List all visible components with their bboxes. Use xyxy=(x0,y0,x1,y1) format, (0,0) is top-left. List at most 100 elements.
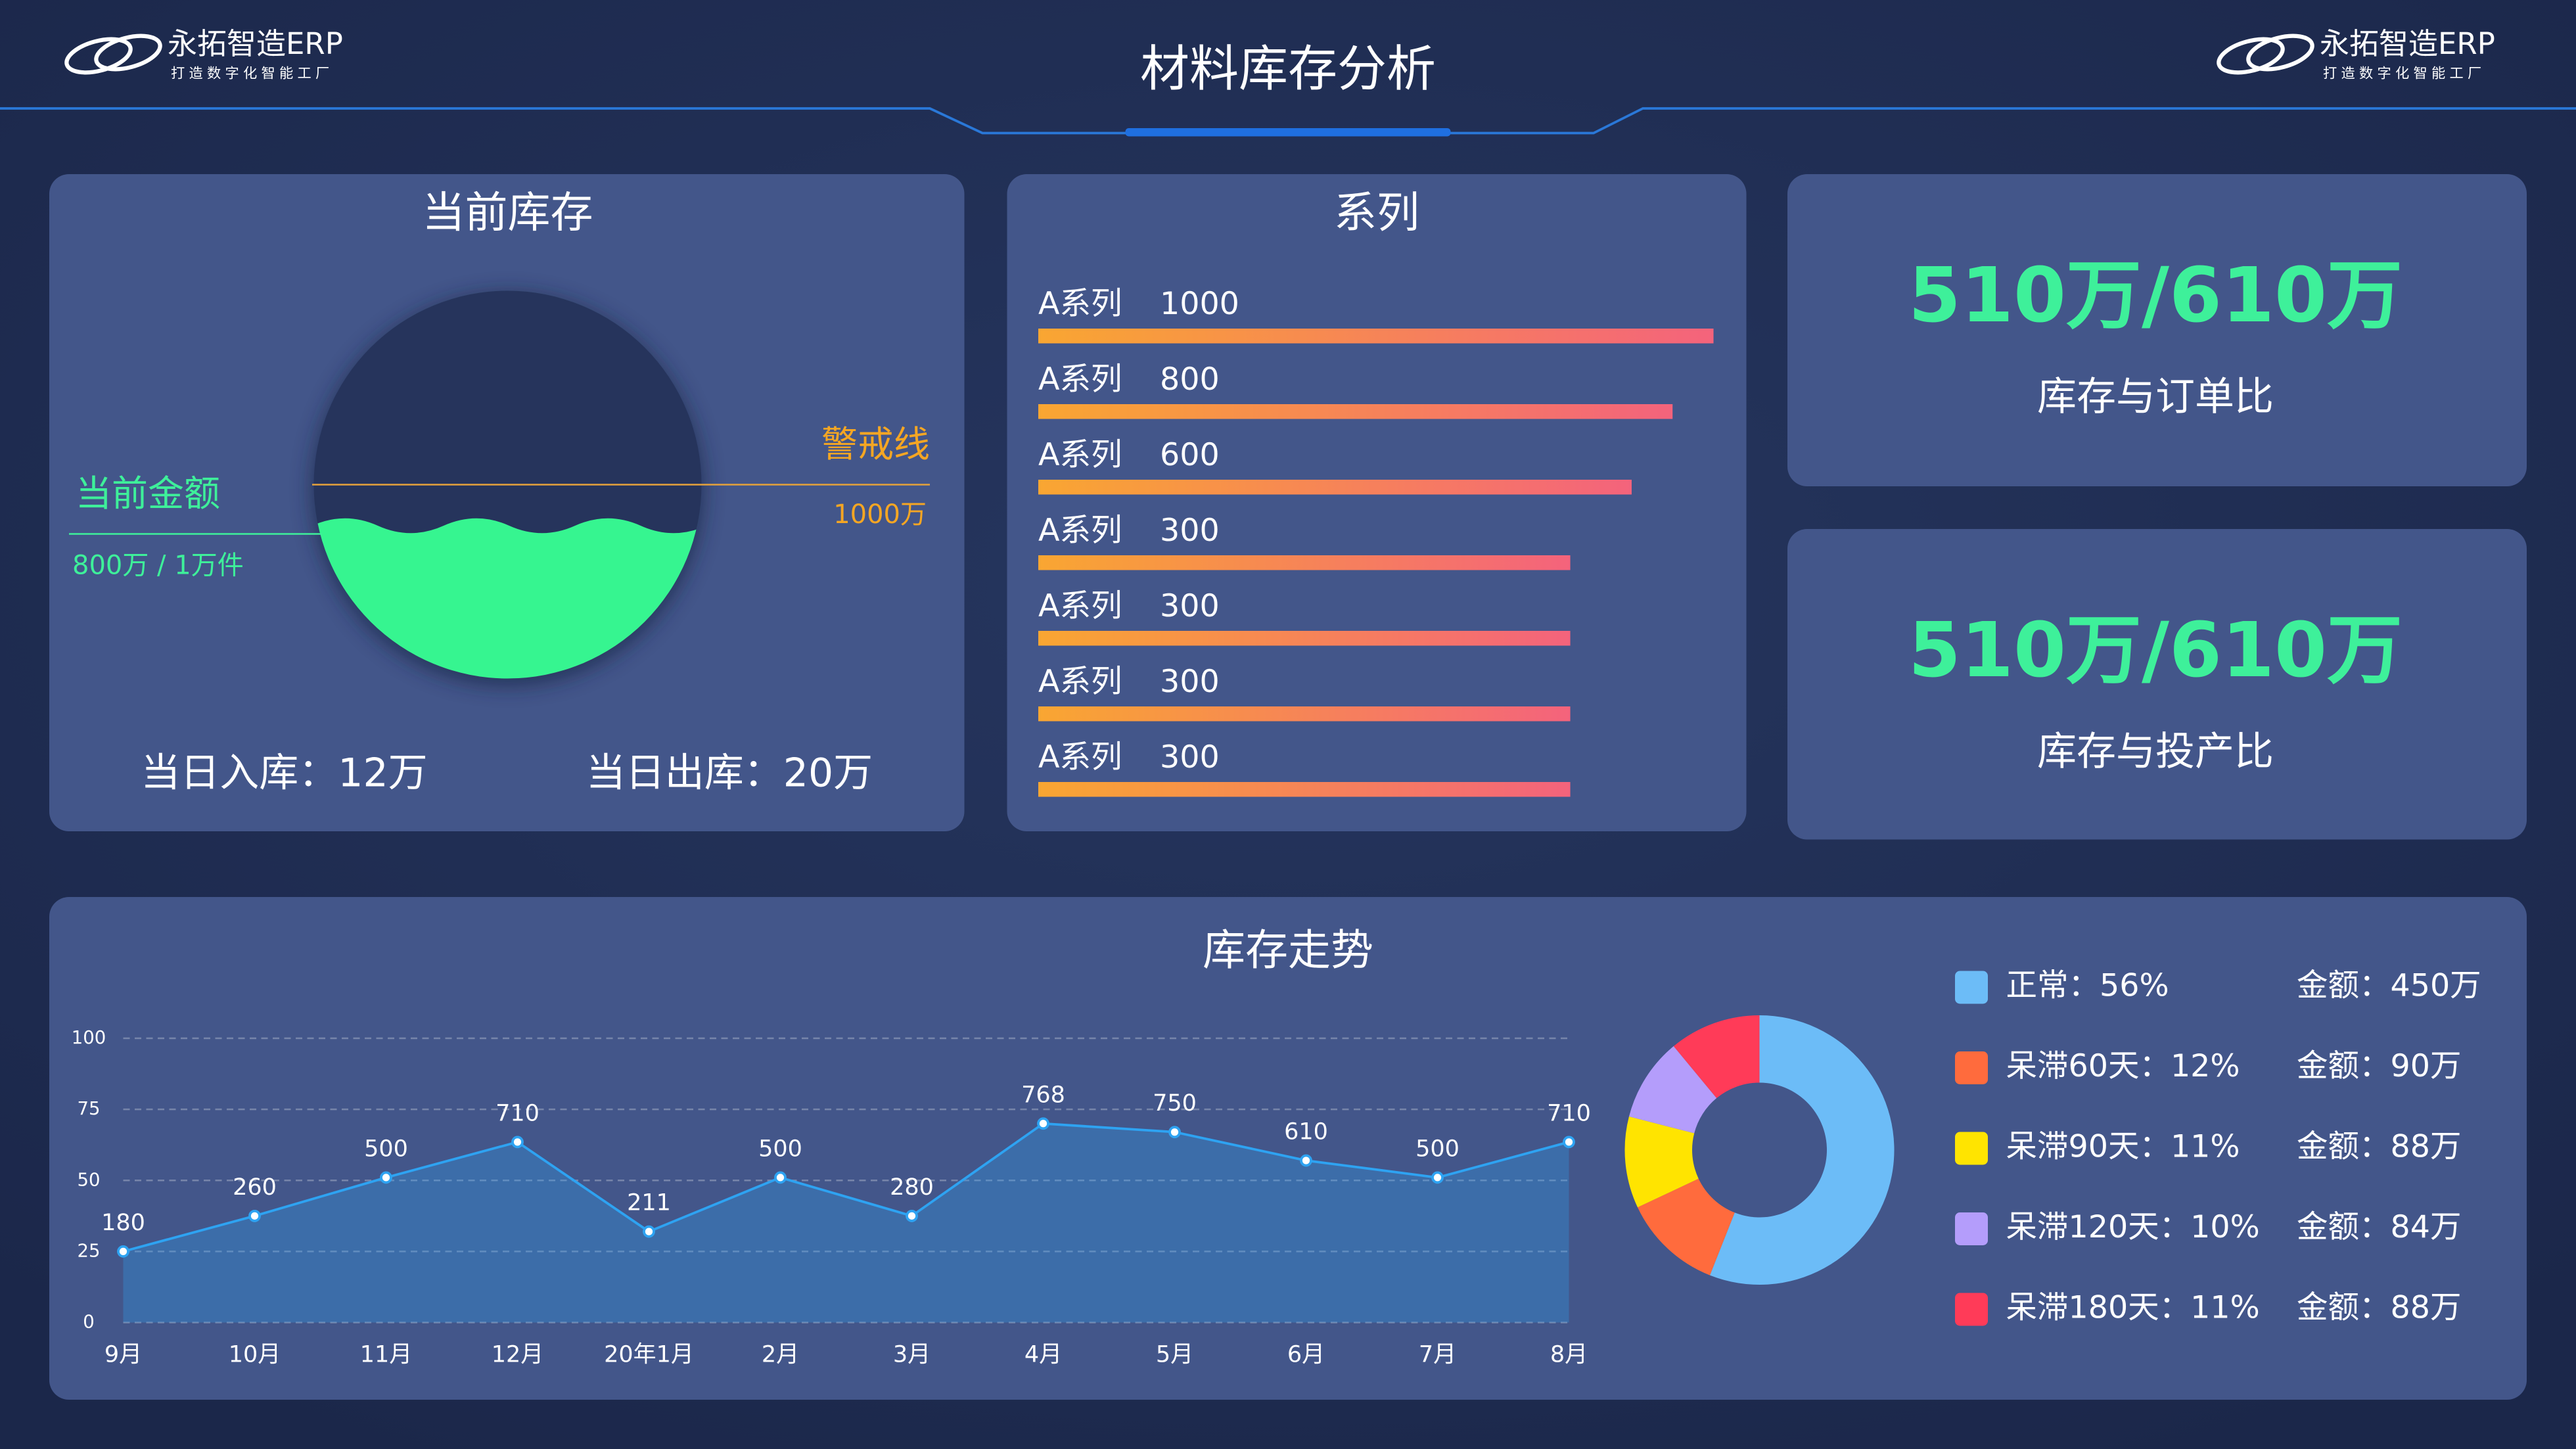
ratio-value: 510万/610万 xyxy=(1908,607,2403,695)
point-label: 280 xyxy=(890,1174,934,1201)
legend-amount: 金额：88万 xyxy=(2297,1290,2461,1326)
x-tick-label: 3月 xyxy=(893,1342,931,1368)
page-title: 材料库存分析 xyxy=(1140,40,1436,98)
x-tick-label: 10月 xyxy=(229,1342,281,1368)
logo-left: 永拓智造ERP 打造数字化智能工厂 xyxy=(64,26,343,82)
point xyxy=(906,1209,918,1222)
x-tick-label: 8月 xyxy=(1550,1342,1588,1368)
bar-category: A系列 xyxy=(1038,513,1122,549)
point-label: 500 xyxy=(758,1136,802,1162)
bar-value: 300 xyxy=(1160,664,1220,700)
legend-label: 呆滞120天：10% xyxy=(2006,1209,2260,1245)
warning-value: 1000万 xyxy=(833,499,927,530)
x-tick-label: 5月 xyxy=(1156,1342,1193,1368)
bar xyxy=(1038,555,1571,570)
point xyxy=(1563,1136,1575,1149)
amount-value: 800万 / 1万件 xyxy=(72,551,244,581)
point-label: 180 xyxy=(101,1210,145,1236)
legend-label: 呆滞90天：11% xyxy=(2006,1129,2240,1165)
legend-swatch xyxy=(1955,1132,1988,1165)
bar-value: 800 xyxy=(1160,361,1220,398)
point xyxy=(1168,1126,1181,1139)
point xyxy=(380,1171,392,1184)
legend-swatch xyxy=(1955,1212,1988,1245)
brand-slogan: 打造数字化智能工厂 xyxy=(2323,66,2486,82)
x-tick-label: 7月 xyxy=(1419,1342,1456,1368)
point xyxy=(1431,1171,1444,1184)
bar xyxy=(1038,480,1632,495)
ratio-value: 510万/610万 xyxy=(1908,252,2403,340)
bar-value: 600 xyxy=(1160,437,1220,473)
x-tick-label: 4月 xyxy=(1024,1342,1062,1368)
bar-category: A系列 xyxy=(1038,588,1122,624)
x-tick-label: 9月 xyxy=(104,1342,142,1368)
series-chart: A系列 1000 A系列 800 A系列 600 A系列 300 A系列 300 A系列 300 A系列… xyxy=(1038,286,1714,797)
legend-amount: 金额：88万 xyxy=(2297,1129,2461,1165)
brand-slogan: 打造数字化智能工厂 xyxy=(171,66,334,82)
brand-name: 永拓智造ERP xyxy=(168,26,343,61)
panel-title: 系列 xyxy=(1334,189,1419,238)
point xyxy=(511,1136,524,1149)
bar-value: 300 xyxy=(1160,588,1220,624)
inbound: 当日入库：12万 xyxy=(141,750,427,796)
y-tick-label: 50 xyxy=(78,1169,101,1190)
title-underline xyxy=(1125,128,1451,137)
point-label: 500 xyxy=(1415,1136,1460,1162)
point xyxy=(774,1171,787,1184)
panel xyxy=(1007,174,1747,831)
point xyxy=(117,1245,129,1258)
x-tick-label: 12月 xyxy=(492,1342,544,1368)
bar xyxy=(1038,706,1571,722)
trend-chart: 0 25 50 75 100 9月 180 10月 260 11月 500 12月 710 20年1月 21… xyxy=(72,1027,1591,1368)
point-label: 710 xyxy=(495,1100,540,1126)
point-label: 768 xyxy=(1021,1082,1065,1108)
point xyxy=(1037,1117,1049,1130)
outbound: 当日出库：20万 xyxy=(586,750,873,796)
legend-label: 正常：56% xyxy=(2006,968,2169,1004)
legend-amount: 金额：90万 xyxy=(2297,1048,2461,1084)
point xyxy=(643,1225,655,1238)
bar-category: A系列 xyxy=(1038,361,1122,398)
line xyxy=(123,1122,1569,1253)
y-tick-label: 25 xyxy=(78,1240,101,1261)
point-label: 260 xyxy=(233,1174,277,1201)
panel xyxy=(49,897,2527,1400)
point-label: 710 xyxy=(1547,1100,1591,1126)
panel xyxy=(1787,174,2527,486)
bar xyxy=(1038,404,1673,419)
legend-swatch xyxy=(1955,1051,1988,1084)
point xyxy=(248,1209,261,1222)
y-tick-label: 100 xyxy=(72,1027,106,1048)
bar xyxy=(1038,782,1571,797)
bar-category: A系列 xyxy=(1038,286,1122,322)
donut-slice xyxy=(1638,1178,1735,1276)
amount-label: 当前金额 xyxy=(76,472,220,515)
bar-category: A系列 xyxy=(1038,437,1122,473)
x-tick-label: 20年1月 xyxy=(604,1342,694,1368)
bar xyxy=(1038,329,1714,344)
legend-label: 呆滞60天：12% xyxy=(2006,1048,2240,1084)
point-label: 750 xyxy=(1153,1090,1197,1116)
bar-value: 300 xyxy=(1160,739,1220,775)
point-label: 211 xyxy=(627,1190,671,1216)
panel-title: 库存走势 xyxy=(1203,926,1373,975)
logo-right: 永拓智造ERP 打造数字化智能工厂 xyxy=(2217,26,2495,82)
bar-category: A系列 xyxy=(1038,739,1122,775)
bar-value: 300 xyxy=(1160,513,1220,549)
donut-slice xyxy=(1673,1015,1760,1099)
panel xyxy=(1787,529,2527,840)
bar-category: A系列 xyxy=(1038,664,1122,700)
point-label: 500 xyxy=(364,1136,408,1162)
x-tick-label: 11月 xyxy=(360,1342,413,1368)
brand-name: 永拓智造ERP xyxy=(2320,26,2495,61)
bar xyxy=(1038,631,1571,646)
y-tick-label: 75 xyxy=(78,1098,101,1119)
donut-slice xyxy=(1628,1046,1717,1134)
legend-amount: 金额：450万 xyxy=(2297,968,2481,1004)
point-label: 610 xyxy=(1284,1118,1328,1145)
y-tick-label: 0 xyxy=(83,1312,95,1333)
ratio-label: 库存与投产比 xyxy=(2037,729,2274,775)
